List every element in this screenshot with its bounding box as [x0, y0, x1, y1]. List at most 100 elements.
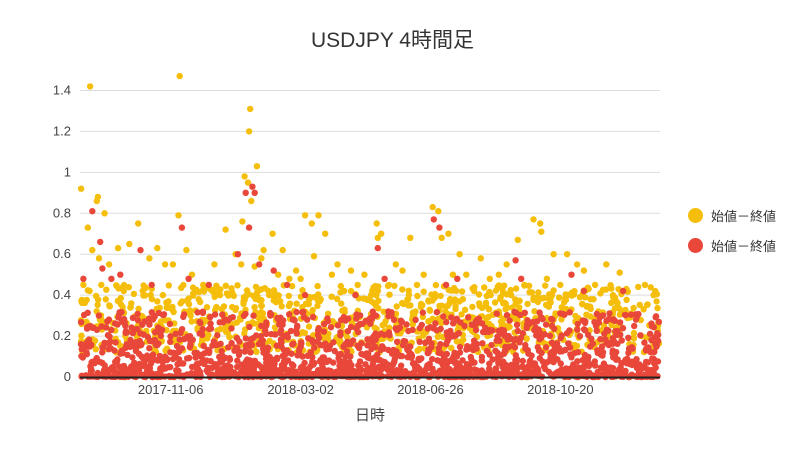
data-point	[302, 300, 310, 307]
data-point	[278, 339, 285, 346]
data-point-series-2	[178, 224, 186, 231]
data-point	[190, 290, 197, 297]
data-point	[611, 305, 619, 312]
data-point-series-1	[279, 246, 286, 254]
data-point	[200, 359, 208, 366]
data-point-series-1	[456, 251, 463, 258]
data-point	[344, 328, 352, 335]
data-point	[117, 301, 125, 308]
data-point-series-1	[341, 287, 348, 295]
data-point	[217, 325, 224, 333]
data-point	[235, 351, 243, 359]
y-tick-label: 0.2	[53, 328, 71, 343]
data-point	[251, 357, 259, 364]
data-point	[201, 350, 208, 357]
data-point	[246, 359, 254, 366]
data-point	[199, 325, 206, 333]
data-point-series-1	[543, 275, 551, 282]
data-point	[443, 329, 450, 336]
data-point	[293, 300, 300, 307]
data-point	[501, 368, 508, 375]
data-point	[305, 335, 312, 342]
data-point	[625, 334, 632, 341]
data-point	[305, 323, 313, 330]
data-point-series-1	[245, 128, 253, 135]
data-point	[397, 362, 405, 369]
data-point	[425, 346, 432, 353]
data-point-series-1	[438, 234, 445, 241]
data-point	[218, 305, 226, 313]
data-point	[409, 326, 416, 334]
data-point	[242, 335, 249, 342]
data-point-series-1	[530, 216, 537, 223]
data-point	[258, 302, 265, 309]
data-point	[503, 312, 511, 319]
data-point	[107, 338, 114, 345]
data-point-series-1	[521, 281, 528, 289]
legend-item-series-1[interactable]: 始値－終値	[688, 200, 776, 230]
data-point	[512, 359, 519, 366]
data-point	[172, 330, 179, 337]
data-point	[111, 367, 118, 374]
data-point	[204, 335, 211, 342]
data-point	[94, 301, 101, 309]
data-point-series-2	[270, 267, 277, 274]
data-point	[646, 330, 654, 337]
data-point	[426, 306, 433, 313]
x-axis-title: 日時	[354, 407, 385, 424]
data-point	[451, 349, 458, 356]
data-point	[453, 315, 460, 322]
data-point	[523, 335, 530, 342]
data-point-series-2	[249, 183, 256, 190]
data-point-series-1	[317, 296, 324, 303]
data-point	[157, 332, 165, 340]
data-point	[566, 327, 573, 334]
legend-label-series-1: 始値－終値	[711, 208, 777, 224]
data-point	[485, 368, 493, 376]
data-point	[599, 286, 607, 294]
data-point-series-1	[537, 220, 544, 227]
data-point	[134, 310, 141, 318]
data-point	[159, 311, 167, 319]
data-point	[248, 341, 256, 349]
data-point-series-1	[385, 281, 393, 289]
data-point	[95, 312, 103, 319]
data-point	[545, 358, 553, 365]
data-point	[562, 346, 569, 353]
data-point	[432, 320, 439, 327]
data-point	[556, 348, 564, 355]
data-point	[313, 370, 320, 377]
data-point	[623, 296, 630, 303]
data-point	[186, 343, 194, 351]
data-point-series-1	[587, 296, 594, 303]
data-point	[540, 363, 548, 370]
data-point-series-1	[413, 281, 421, 289]
data-point-series-1	[253, 163, 261, 170]
data-point	[151, 329, 159, 336]
data-point	[324, 318, 332, 325]
data-point	[311, 344, 318, 351]
data-point	[305, 365, 312, 373]
data-point	[211, 293, 218, 300]
data-point-series-1	[420, 271, 427, 278]
data-point-series-1	[183, 246, 190, 254]
data-point	[280, 317, 287, 324]
legend-item-series-2[interactable]: 始値－終値	[688, 230, 776, 260]
data-point	[648, 336, 655, 344]
data-point	[89, 324, 96, 331]
data-point-series-1	[84, 224, 92, 231]
data-point-series-1	[222, 226, 229, 233]
data-point	[644, 371, 651, 378]
data-point-series-1	[404, 296, 412, 303]
data-point	[650, 324, 657, 331]
data-point-series-1	[286, 275, 293, 282]
data-point	[495, 357, 502, 364]
data-point	[353, 311, 360, 318]
data-point	[440, 313, 447, 320]
data-point	[632, 316, 640, 323]
data-point	[650, 291, 657, 299]
data-point	[112, 339, 119, 346]
y-tick-label: 0.4	[53, 287, 71, 302]
data-point	[314, 331, 322, 339]
data-point	[502, 347, 509, 354]
